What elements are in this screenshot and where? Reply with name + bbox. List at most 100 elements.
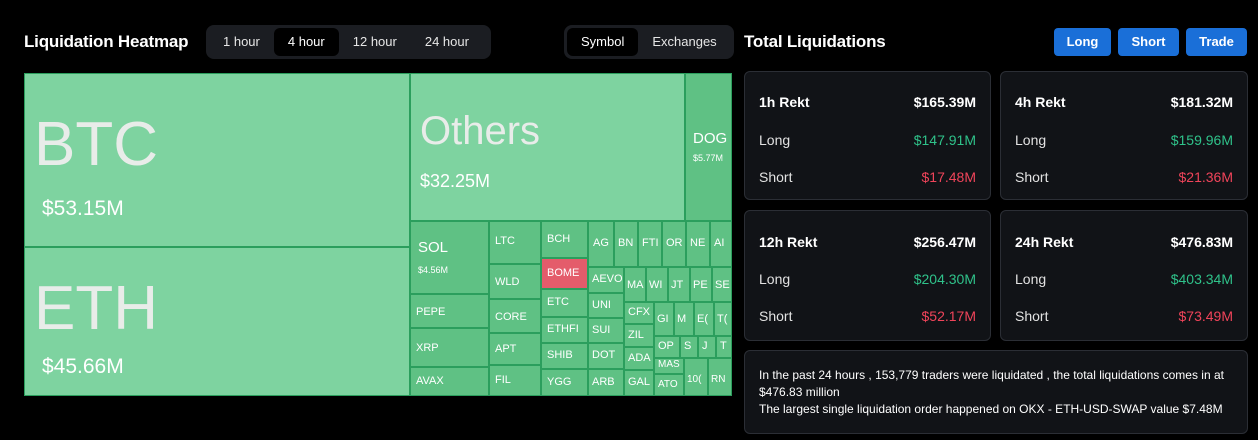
heatmap-tile-core[interactable]: CORE [489,299,541,333]
view-toggle: Symbol Exchanges [564,25,734,59]
heatmap-tile-eth[interactable]: ETH $45.66M [24,247,410,396]
timeframe-selector: 1 hour 4 hour 12 hour 24 hour [206,25,491,59]
heatmap-tile-sol[interactable]: SOL $4.56M [410,221,489,294]
short-label: Short [1015,169,1049,185]
heatmap-tile-bn[interactable]: BN [614,221,638,267]
tile-symbol: Others [420,109,541,153]
summary-line-1: In the past 24 hours , 153,779 traders w… [759,368,1224,399]
long-label: Long [1015,271,1047,287]
heatmap-tile-others[interactable]: Others $32.25M [410,73,685,221]
heatmap-tile-sui[interactable]: SUI [588,318,624,343]
tile-symbol: ARB [592,376,615,388]
card-total: $181.32M [1170,94,1233,110]
heatmap-tile-j[interactable]: J [698,336,716,358]
rekt-card-1h: 1h Rekt $165.39M Long $147.91M Short $17.48… [744,71,991,200]
tile-symbol: T [720,340,727,352]
heatmap-tile-shib[interactable]: SHIB [541,343,588,369]
heatmap-tile-fti[interactable]: FTI [638,221,662,267]
card-heading: 24h Rekt [1015,234,1074,250]
heatmap-title: Liquidation Heatmap [24,32,189,51]
heatmap-tile-uni[interactable]: UNI [588,293,624,318]
heatmap-tile-aevo[interactable]: AEVO [588,267,624,293]
tile-symbol: ADA [628,352,651,364]
timeframe-24h[interactable]: 24 hour [424,34,469,49]
heatmap-tile-pe[interactable]: PE [690,267,712,302]
heatmap-tile-op[interactable]: OP [654,336,680,358]
heatmap-tile-ygg[interactable]: YGG [541,369,588,396]
rekt-card-12h: 12h Rekt $256.47M Long $204.30M Short $52.1… [744,210,991,341]
timeframe-12h[interactable]: 12 hour [352,34,397,49]
tile-value: $32.25M [420,171,491,191]
heatmap-tile-xrp[interactable]: XRP [410,328,489,367]
heatmap-tile-ltc[interactable]: LTC [489,221,541,264]
rekt-card-24h: 24h Rekt $476.83M Long $403.34M Short $73.4… [1000,210,1248,341]
heatmap-tile-pepe[interactable]: PEPE [410,294,489,328]
heatmap-tile-or[interactable]: OR [662,221,686,267]
heatmap-tile-fil[interactable]: FIL [489,365,541,396]
heatmap-tile-ma[interactable]: MA [624,267,646,302]
tile-symbol: PE [693,279,708,291]
heatmap-tile-wld[interactable]: WLD [489,264,541,299]
timeframe-4h[interactable]: 4 hour [273,28,339,56]
card-heading: 4h Rekt [1015,94,1066,110]
tile-symbol: YGG [547,376,572,388]
tile-symbol: WLD [495,276,520,288]
short-button[interactable]: Short [1118,28,1179,56]
long-label: Long [759,271,791,287]
heatmap-tile-se[interactable]: SE [712,267,732,302]
tile-symbol: SOL [418,239,449,256]
heatmap-tile-m[interactable]: M [674,302,694,336]
tile-symbol: AEVO [592,273,623,285]
heatmap-tile-gi[interactable]: GI [654,302,674,336]
heatmap-tile-gal[interactable]: GAL [624,370,654,396]
tile-symbol: ZIL [628,329,644,341]
view-exchanges[interactable]: Exchanges [652,34,717,49]
heatmap-tile-dot[interactable]: DOT [588,343,624,369]
heatmap-tile-t[interactable]: T( [714,302,732,336]
heatmap-tile-avax[interactable]: AVAX [410,367,489,396]
view-symbol[interactable]: Symbol [567,28,639,56]
heatmap-tile-jt[interactable]: JT [668,267,690,302]
tile-symbol: CFX [628,306,650,318]
heatmap-tile-mas[interactable]: MAS [654,358,684,374]
tile-symbol: T( [717,313,728,325]
long-button[interactable]: Long [1054,28,1111,56]
tile-symbol: OR [666,237,683,249]
tile-symbol: BTC [34,110,158,179]
heatmap-tile-ag[interactable]: AG [588,221,614,267]
heatmap-tile-s[interactable]: S [680,336,698,358]
heatmap-tile-cfx[interactable]: CFX [624,302,654,324]
tile-symbol: BOME [547,267,580,279]
heatmap-tile-apt[interactable]: APT [489,333,541,365]
short-label: Short [759,169,793,185]
heatmap-tile-ne[interactable]: NE [686,221,710,267]
heatmap-tile-bome[interactable]: BOME [541,258,588,289]
tile-value: $53.15M [42,197,124,220]
tile-symbol: ETHFI [547,323,579,335]
timeframe-1h[interactable]: 1 hour [223,34,260,49]
heatmap-tile-bch[interactable]: BCH [541,221,588,258]
heatmap-tile-arb[interactable]: ARB [588,369,624,396]
liquidation-heatmap: BTC $53.15M ETH $45.66M Others $32.25M D… [24,73,732,396]
heatmap-tile-t2[interactable]: T [716,336,732,358]
heatmap-tile-etc[interactable]: ETC [541,289,588,317]
trade-button[interactable]: Trade [1186,28,1247,56]
heatmap-tile-zil[interactable]: ZIL [624,324,654,347]
heatmap-tile-btc[interactable]: BTC $53.15M [24,73,410,247]
tile-symbol: DOT [592,349,616,361]
heatmap-tile-e[interactable]: E( [694,302,714,336]
heatmap-tile-wi[interactable]: WI [646,267,668,302]
tile-symbol: NE [690,237,706,249]
tile-symbol: MAS [658,359,680,370]
heatmap-tile-rn[interactable]: RN [708,358,732,396]
heatmap-tile-ato[interactable]: ATO [654,374,684,396]
heatmap-tile-ethfi[interactable]: ETHFI [541,317,588,343]
tile-symbol: J [702,340,708,352]
heatmap-tile-100[interactable]: 10( [684,358,708,396]
tile-symbol: M [677,313,687,325]
heatmap-tile-doge[interactable]: DOG $5.77M [685,73,732,221]
heatmap-tile-ai[interactable]: AI [710,221,732,267]
tile-symbol: WI [649,279,663,291]
tile-symbol: GAL [628,376,651,388]
heatmap-tile-ada[interactable]: ADA [624,347,654,370]
